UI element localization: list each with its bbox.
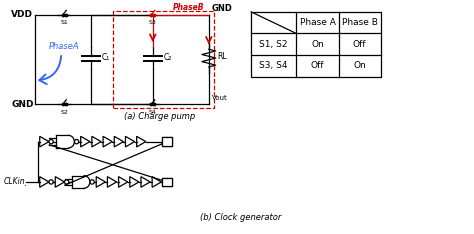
Text: C₂: C₂ xyxy=(164,53,172,62)
Text: S3: S3 xyxy=(149,20,157,25)
Text: Vout: Vout xyxy=(212,95,228,101)
Text: CLKin: CLKin xyxy=(3,177,25,186)
Text: GND: GND xyxy=(212,4,233,13)
Text: Off: Off xyxy=(353,40,366,49)
Text: VDD: VDD xyxy=(11,10,33,19)
Text: S3, S4: S3, S4 xyxy=(259,62,288,70)
Bar xyxy=(162,178,172,186)
Bar xyxy=(162,137,172,146)
Text: S1: S1 xyxy=(60,20,68,25)
Text: S2: S2 xyxy=(60,110,68,115)
Text: Phase A: Phase A xyxy=(300,18,336,27)
Text: Off: Off xyxy=(311,62,324,70)
Text: S1, S2: S1, S2 xyxy=(259,40,288,49)
FancyArrowPatch shape xyxy=(39,56,61,84)
Text: (a) Charge pump: (a) Charge pump xyxy=(124,112,195,121)
Bar xyxy=(162,137,172,146)
Text: PhaseB: PhaseB xyxy=(173,3,204,12)
Text: RL: RL xyxy=(218,51,228,61)
Text: PhaseA: PhaseA xyxy=(48,42,79,51)
Text: S4: S4 xyxy=(149,110,157,115)
Text: GND: GND xyxy=(11,100,34,109)
Text: C₁: C₁ xyxy=(101,53,110,62)
Bar xyxy=(113,11,214,108)
Text: On: On xyxy=(354,62,366,70)
Text: (b) Clock generator: (b) Clock generator xyxy=(200,213,281,222)
Bar xyxy=(162,178,172,186)
Text: Phase B: Phase B xyxy=(342,18,378,27)
Bar xyxy=(251,12,381,77)
Text: On: On xyxy=(311,40,324,49)
